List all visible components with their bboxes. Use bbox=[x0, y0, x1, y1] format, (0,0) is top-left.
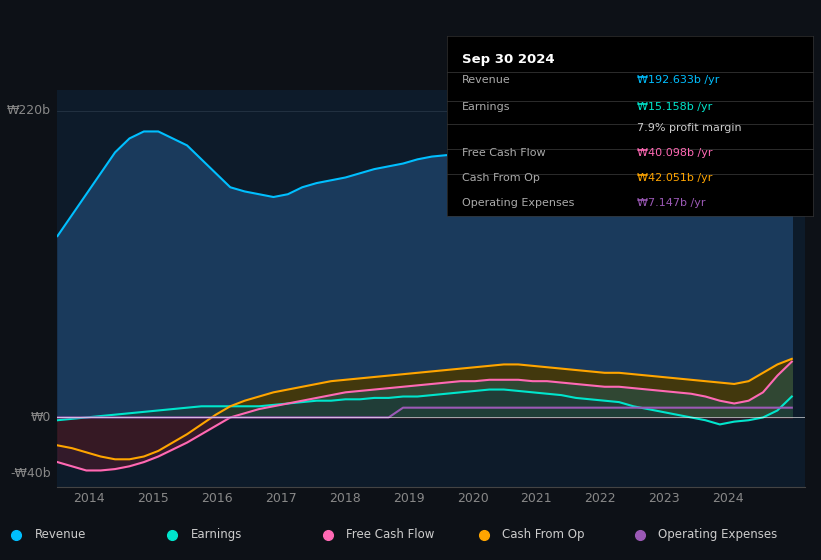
Text: ₩192.633b /yr: ₩192.633b /yr bbox=[637, 75, 720, 85]
Text: Sep 30 2024: Sep 30 2024 bbox=[462, 53, 555, 66]
Text: ₩15.158b /yr: ₩15.158b /yr bbox=[637, 102, 713, 111]
Text: Revenue: Revenue bbox=[462, 75, 511, 85]
Text: Cash From Op: Cash From Op bbox=[502, 528, 585, 542]
Text: Free Cash Flow: Free Cash Flow bbox=[346, 528, 435, 542]
Text: -₩40b: -₩40b bbox=[10, 466, 51, 480]
Text: ₩42.051b /yr: ₩42.051b /yr bbox=[637, 174, 713, 183]
Text: Operating Expenses: Operating Expenses bbox=[462, 198, 575, 208]
Text: Cash From Op: Cash From Op bbox=[462, 174, 540, 183]
Text: Operating Expenses: Operating Expenses bbox=[658, 528, 777, 542]
Text: Earnings: Earnings bbox=[462, 102, 511, 111]
Text: Revenue: Revenue bbox=[34, 528, 86, 542]
Text: ₩7.147b /yr: ₩7.147b /yr bbox=[637, 198, 706, 208]
Text: Earnings: Earnings bbox=[190, 528, 242, 542]
Text: ₩40.098b /yr: ₩40.098b /yr bbox=[637, 148, 713, 158]
Text: ₩0: ₩0 bbox=[30, 411, 51, 424]
Text: 7.9% profit margin: 7.9% profit margin bbox=[637, 123, 742, 133]
Text: ₩220b: ₩220b bbox=[7, 104, 51, 117]
Text: Free Cash Flow: Free Cash Flow bbox=[462, 148, 546, 158]
